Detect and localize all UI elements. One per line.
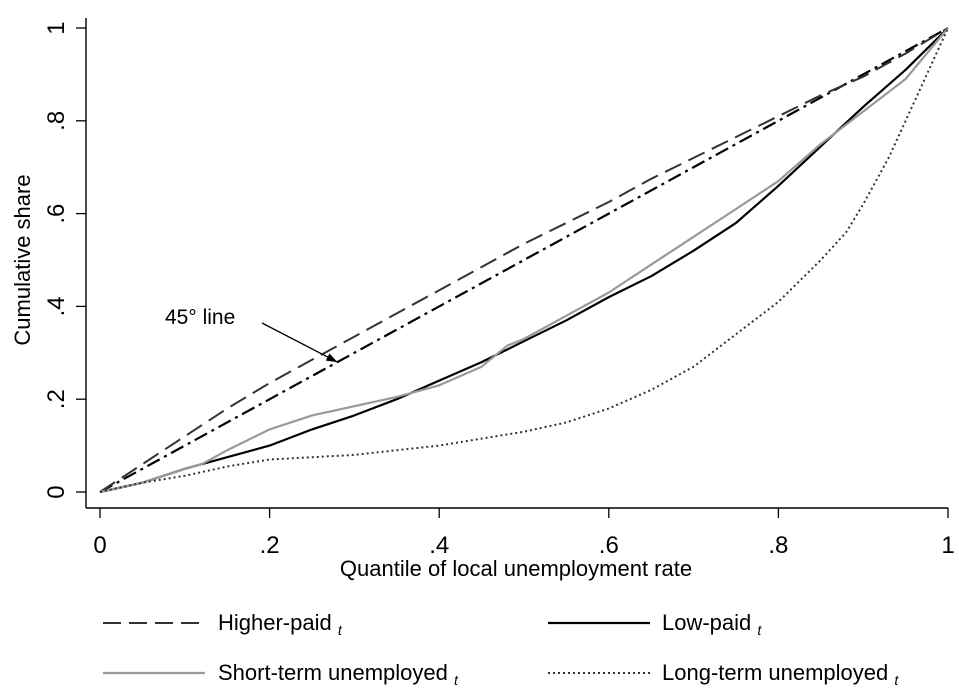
y-tick-label: .6 <box>43 204 70 224</box>
series-line-higher-paid <box>99 27 949 493</box>
y-tick-label: .8 <box>43 111 70 131</box>
x-axis-title: Quantile of local unemployment rate <box>340 556 692 581</box>
y-tick-label: 1 <box>43 21 70 34</box>
x-tick-label: .2 <box>260 532 280 559</box>
legend-label: Low-paid t <box>662 610 762 638</box>
x-tick-label: 1 <box>941 532 954 559</box>
annotation-arrowhead <box>325 353 338 363</box>
legend-label-subscript: t <box>454 672 459 688</box>
legend-label: Short-term unemployed t <box>218 660 459 688</box>
x-tick-label: 0 <box>93 532 106 559</box>
legend-label: Long-term unemployed t <box>662 660 899 688</box>
y-tick-label: .2 <box>43 389 70 409</box>
series-line-long-term-unemployed <box>99 27 949 493</box>
y-tick-label: 0 <box>43 485 70 498</box>
legend-label-subscript: t <box>338 622 343 638</box>
series-line-short-term-unemployed <box>99 27 949 494</box>
axes <box>85 18 948 509</box>
legend-label-subscript: t <box>757 622 762 638</box>
legend: Higher-paid t Low-paid t Short-term unempl… <box>103 610 899 688</box>
y-tick-label: .4 <box>43 296 70 316</box>
x-tick-label: .4 <box>429 532 449 559</box>
ticks: 0 .2 .4 .6 .8 1 0 .2 .4 .6 .8 1 <box>43 21 955 559</box>
x-tick-label: .6 <box>599 532 619 559</box>
annotation-45-line-label: 45° line <box>165 306 235 329</box>
series-line-low-paid <box>99 27 949 494</box>
reference-45-degree-line <box>99 27 949 493</box>
legend-label: Higher-paid t <box>218 610 343 638</box>
annotation: 45° line <box>165 306 338 363</box>
x-tick-label: .8 <box>768 532 788 559</box>
legend-label-subscript: t <box>894 672 899 688</box>
annotation-arrow <box>261 322 338 363</box>
y-axis-title: Cumulative share <box>10 174 35 345</box>
lines <box>99 27 949 494</box>
